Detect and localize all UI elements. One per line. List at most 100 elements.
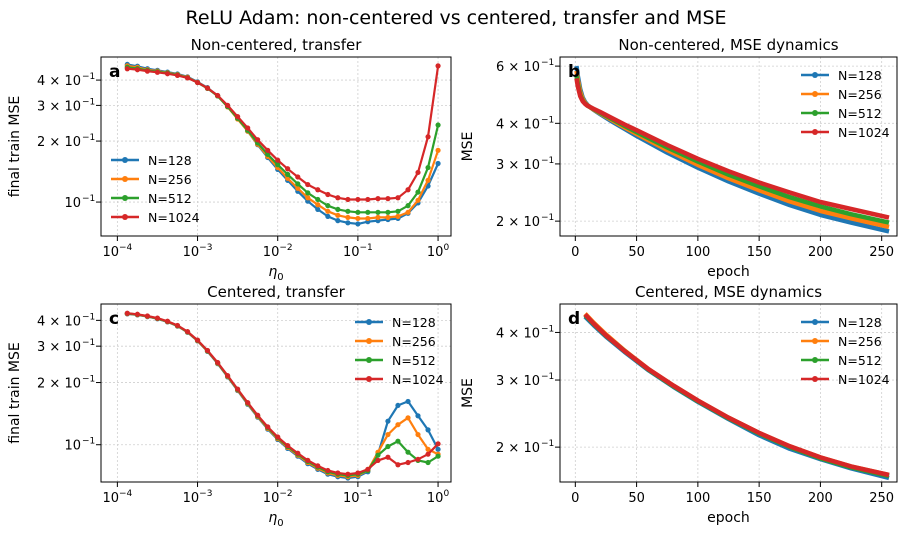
data-point <box>335 195 341 201</box>
legend-marker <box>366 319 372 325</box>
x-tick-label: 50 <box>628 245 645 260</box>
data-point <box>255 412 261 418</box>
data-point <box>315 196 321 203</box>
x-tick-label: 250 <box>869 491 894 506</box>
legend-marker <box>122 157 128 163</box>
y-tick-label: 10−1 <box>64 194 95 211</box>
data-point <box>415 197 421 203</box>
data-point <box>435 147 441 153</box>
data-point <box>164 318 171 324</box>
y-axis-label: final train MSE <box>7 342 23 443</box>
data-point <box>315 202 321 208</box>
legend-marker <box>812 91 818 97</box>
legend-label: N=512 <box>838 353 882 368</box>
legend-label: N=256 <box>392 334 436 349</box>
panel-title: Centered, MSE dynamics <box>635 283 822 301</box>
x-tick-label: 150 <box>747 491 772 506</box>
series-line <box>574 78 890 220</box>
data-point <box>265 147 271 153</box>
data-point <box>375 214 381 221</box>
data-point <box>365 466 371 472</box>
data-point <box>325 467 331 474</box>
x-tick-label: 100 <box>685 245 710 260</box>
x-tick-label: 100 <box>427 489 450 506</box>
data-point <box>325 213 331 219</box>
panel-letter: b <box>568 62 580 82</box>
data-point <box>184 328 191 335</box>
data-point <box>405 209 411 215</box>
x-tick-label: 200 <box>808 491 833 506</box>
data-point <box>395 402 401 409</box>
data-point <box>405 203 411 209</box>
data-point <box>425 134 431 140</box>
legend-label: N=1024 <box>392 372 444 387</box>
data-point <box>275 157 281 163</box>
x-tick-label: 250 <box>869 245 894 260</box>
data-point <box>194 337 201 343</box>
data-point <box>245 125 251 131</box>
data-point <box>395 422 401 428</box>
data-point <box>345 214 351 221</box>
y-tick-label: 3 × 10−1 <box>37 97 95 114</box>
figure-title: ReLU Adam: non-centered vs centered, tra… <box>185 7 726 29</box>
y-tick-label: 4 × 10−1 <box>37 72 95 89</box>
panel-letter: c <box>109 309 119 329</box>
data-point <box>385 418 391 424</box>
data-point <box>345 208 351 214</box>
y-tick-label: 6 × 10−1 <box>496 58 554 75</box>
axes-frame <box>559 303 898 483</box>
y-axis-label: MSE <box>460 132 476 162</box>
data-point <box>425 177 431 183</box>
data-point <box>375 196 381 202</box>
panel-letter: d <box>568 309 580 329</box>
panel-title: Non-centered, transfer <box>191 36 363 54</box>
x-tick-label: 10−1 <box>343 489 373 506</box>
data-point <box>315 463 321 469</box>
data-point <box>215 359 221 366</box>
axes-frame <box>559 56 898 237</box>
data-point <box>335 212 341 218</box>
data-point <box>124 66 130 72</box>
data-point <box>405 415 411 421</box>
data-point <box>215 92 221 99</box>
data-point <box>435 441 441 447</box>
legend-marker <box>812 129 818 135</box>
data-point <box>335 218 341 224</box>
panel-title: Centered, transfer <box>207 283 346 301</box>
data-point <box>335 206 341 213</box>
panel-c: 10−4 10−3 10−2 10−1 100 10−1 2 × 10−1 3 × 10−1 4… <box>7 283 452 529</box>
data-point <box>395 195 401 201</box>
data-point <box>204 85 211 91</box>
data-point <box>385 214 391 221</box>
data-point <box>435 160 441 167</box>
data-point <box>405 187 411 193</box>
data-point <box>174 72 181 78</box>
data-point <box>154 315 161 321</box>
y-tick-label: 4 × 10−1 <box>496 115 554 132</box>
legend-label: N=512 <box>148 191 192 206</box>
data-point <box>425 427 431 433</box>
legend: N=128 N=256 N=512 N=1024 <box>355 315 444 387</box>
data-point <box>415 169 421 176</box>
data-point <box>295 174 301 180</box>
data-point <box>134 311 141 317</box>
x-tick-label: 100 <box>427 243 450 260</box>
data-point <box>345 471 351 477</box>
y-tick-label: 3 × 10−1 <box>496 156 554 173</box>
axes-frame <box>100 303 452 483</box>
data-point <box>355 196 361 203</box>
data-point <box>415 413 421 419</box>
data-point <box>375 209 381 215</box>
data-point <box>345 220 351 226</box>
data-point <box>325 191 331 198</box>
data-point <box>144 313 151 319</box>
x-axis-label: epoch <box>707 510 750 526</box>
legend-label: N=128 <box>838 315 882 330</box>
legend: N=128 N=256 N=512 N=1024 <box>111 153 200 225</box>
x-tick-label: 0 <box>571 245 579 260</box>
data-point <box>335 470 341 476</box>
data-point <box>184 75 191 81</box>
series-line <box>583 312 890 478</box>
data-point <box>425 164 431 171</box>
